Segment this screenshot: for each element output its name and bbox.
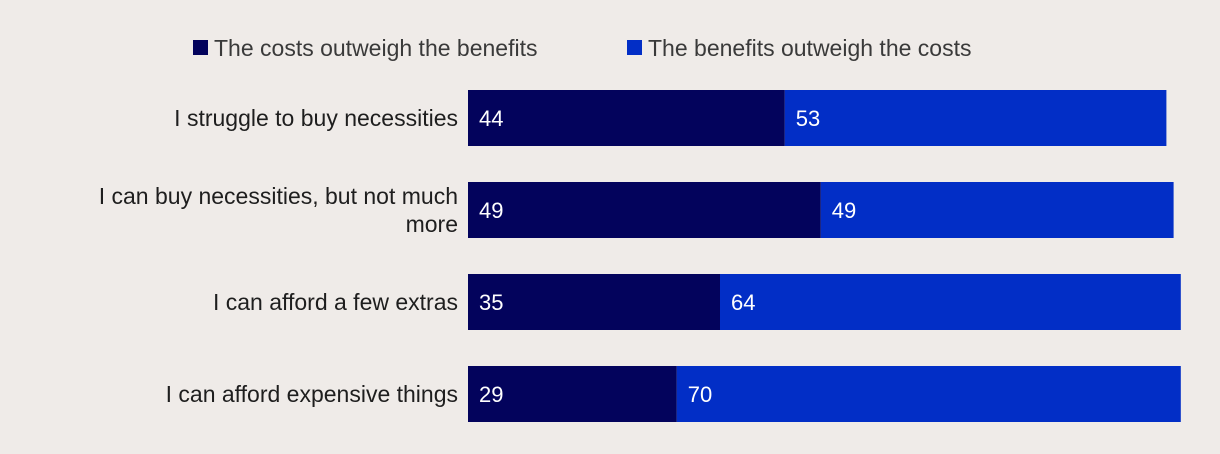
data-label: 44: [479, 106, 503, 131]
bar-segment: [468, 90, 785, 146]
category-label: I can buy necessities, but not much: [99, 183, 458, 209]
data-label: 70: [688, 382, 712, 407]
legend-swatch: [193, 40, 208, 55]
bar-segment: [720, 274, 1181, 330]
legend-label: The benefits outweigh the costs: [648, 35, 971, 61]
bar-segment: [820, 182, 1174, 238]
bar-segment: [676, 366, 1181, 422]
bar-segment: [468, 182, 821, 238]
data-label: 53: [796, 106, 820, 131]
category-label: I struggle to buy necessities: [174, 105, 458, 131]
bar-segment: [468, 274, 720, 330]
legend: The costs outweigh the benefits The benef…: [193, 35, 971, 61]
legend-label: The costs outweigh the benefits: [214, 35, 537, 61]
legend-swatch: [627, 40, 642, 55]
value-labels: 44 53 49 49 35 64 29 70: [479, 106, 856, 407]
data-label: 35: [479, 290, 503, 315]
category-label: I can afford a few extras: [213, 289, 458, 315]
category-label: more: [406, 211, 458, 237]
data-label: 49: [832, 198, 856, 223]
category-label: I can afford expensive things: [166, 381, 458, 407]
data-label: 64: [731, 290, 755, 315]
data-label: 49: [479, 198, 503, 223]
bars: [468, 90, 1181, 422]
bar-segment: [468, 366, 677, 422]
bar-segment: [784, 90, 1167, 146]
category-labels: I struggle to buy necessities I can buy n…: [99, 105, 458, 407]
data-label: 29: [479, 382, 503, 407]
